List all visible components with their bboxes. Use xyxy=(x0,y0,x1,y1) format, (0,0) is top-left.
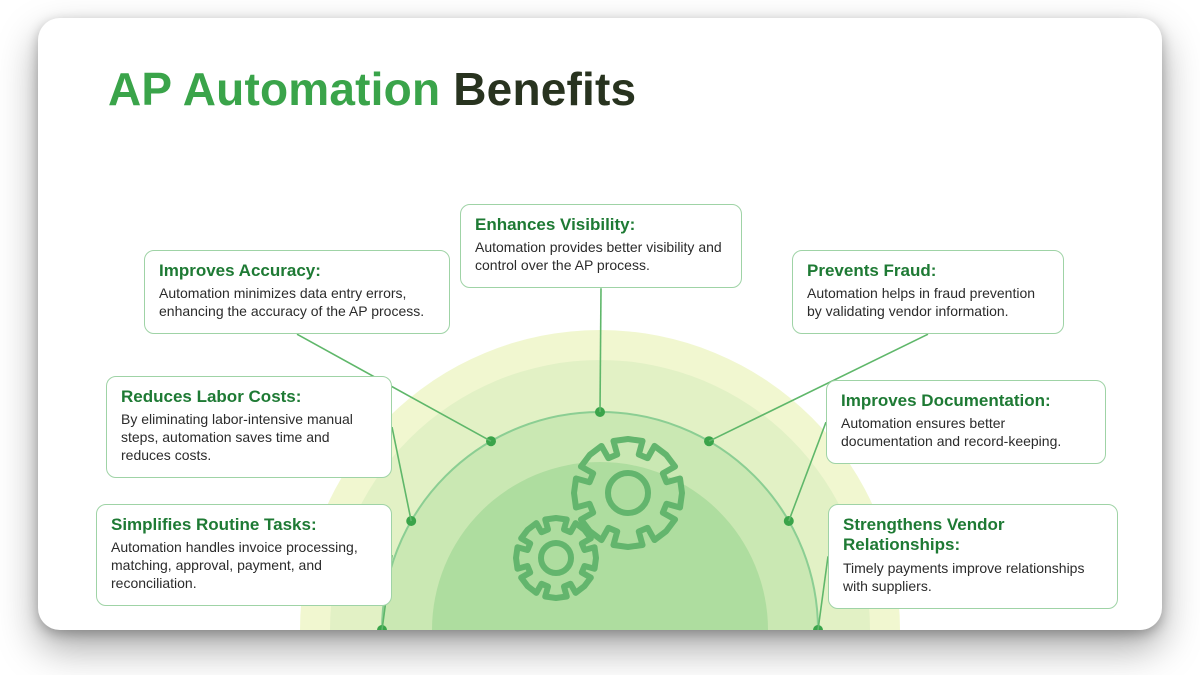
benefit-reduces-labor-costs: Reduces Labor Costs: By eliminating labor… xyxy=(106,376,392,478)
benefit-desc: By eliminating labor-intensive manual st… xyxy=(121,411,377,465)
benefit-desc: Automation handles invoice processing, m… xyxy=(111,539,377,593)
infographic-card: AP Automation Benefits Simplifies Routin… xyxy=(38,18,1162,630)
benefit-desc: Automation provides better visibility an… xyxy=(475,239,727,275)
benefit-title: Improves Accuracy: xyxy=(159,261,435,281)
benefit-desc: Automation minimizes data entry errors, … xyxy=(159,285,435,321)
benefit-title: Strengthens Vendor Relationships: xyxy=(843,515,1103,556)
benefit-title: Reduces Labor Costs: xyxy=(121,387,377,407)
benefit-enhances-visibility: Enhances Visibility: Automation provides … xyxy=(460,204,742,288)
benefit-title: Enhances Visibility: xyxy=(475,215,727,235)
benefit-improves-documentation: Improves Documentation: Automation ensure… xyxy=(826,380,1106,464)
benefit-title: Improves Documentation: xyxy=(841,391,1091,411)
benefit-improves-accuracy: Improves Accuracy: Automation minimizes d… xyxy=(144,250,450,334)
title-accent: AP Automation xyxy=(108,63,440,115)
page-title: AP Automation Benefits xyxy=(108,62,636,116)
benefit-title: Simplifies Routine Tasks: xyxy=(111,515,377,535)
benefit-desc: Timely payments improve relationships wi… xyxy=(843,560,1103,596)
benefit-title: Prevents Fraud: xyxy=(807,261,1049,281)
benefit-desc: Automation helps in fraud prevention by … xyxy=(807,285,1049,321)
benefit-simplifies-routine-tasks: Simplifies Routine Tasks: Automation hand… xyxy=(96,504,392,606)
benefit-prevents-fraud: Prevents Fraud: Automation helps in fraud… xyxy=(792,250,1064,334)
benefit-desc: Automation ensures better documentation … xyxy=(841,415,1091,451)
benefit-strengthens-vendor-relationships: Strengthens Vendor Relationships: Timely … xyxy=(828,504,1118,609)
title-secondary: Benefits xyxy=(440,63,636,115)
